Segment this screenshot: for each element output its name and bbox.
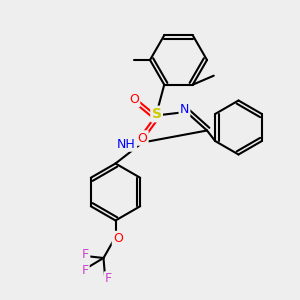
Text: O: O xyxy=(113,232,123,245)
Text: S: S xyxy=(152,107,162,121)
Text: O: O xyxy=(129,93,139,106)
Text: F: F xyxy=(81,263,88,277)
Text: O: O xyxy=(138,131,147,145)
Text: F: F xyxy=(82,248,89,261)
Text: NH: NH xyxy=(117,137,136,151)
Text: F: F xyxy=(105,272,112,286)
Text: N: N xyxy=(180,103,189,116)
